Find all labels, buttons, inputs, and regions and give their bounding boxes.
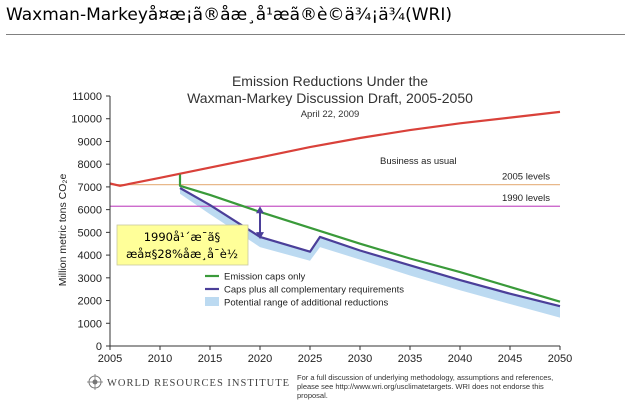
legend-label-emission-caps: Emission caps only bbox=[224, 272, 306, 283]
x-tick-label-2010: 2010 bbox=[148, 353, 172, 365]
y-tick-label-10000: 10000 bbox=[71, 114, 102, 126]
series-line-1 bbox=[178, 174, 561, 303]
footnote-line1: For a full discussion of underlying meth… bbox=[297, 373, 553, 382]
slide-title: Waxman-Markeyå¤æ¡ã®åæ¸å¹æã®è©ä¾¡ä¾(WRI) bbox=[6, 5, 452, 25]
annotation-arrow-head-top bbox=[256, 206, 264, 214]
x-tick-label-2015: 2015 bbox=[198, 353, 222, 365]
series-line-2 bbox=[179, 187, 561, 308]
y-tick-label-3000: 3000 bbox=[78, 273, 102, 285]
y-tick-label-6000: 6000 bbox=[78, 205, 102, 217]
chart-title-line1: Emission Reductions Under the bbox=[232, 73, 428, 89]
y-axis-label: Million metric tons CO₂e bbox=[57, 174, 69, 287]
annotation-callout-box bbox=[116, 224, 249, 266]
reference-label-0: 2005 levels bbox=[502, 172, 550, 183]
y-tick-label-5000: 5000 bbox=[78, 227, 102, 239]
footnote-line2: please see http://www.wri.org/usclimatet… bbox=[297, 382, 544, 391]
x-tick-label-2020: 2020 bbox=[248, 353, 272, 365]
y-tick-label-9000: 9000 bbox=[78, 136, 102, 148]
chart-title-line2: Waxman-Markey Discussion Draft, 2005-205… bbox=[187, 90, 473, 106]
x-tick-label-2040: 2040 bbox=[448, 353, 472, 365]
legend-label-band: Potential range of additional reductions bbox=[224, 298, 389, 309]
y-tick-label-1000: 1000 bbox=[78, 318, 102, 330]
x-tick-label-2005: 2005 bbox=[98, 353, 122, 365]
x-tick-label-2035: 2035 bbox=[398, 353, 422, 365]
y-tick-label-7000: 7000 bbox=[78, 182, 102, 194]
annotation-line1: 1990å¹´æ¯ã§ bbox=[144, 230, 221, 244]
y-tick-label-2000: 2000 bbox=[78, 296, 102, 308]
footnote-line3: proposal. bbox=[297, 391, 328, 400]
y-tick-label-8000: 8000 bbox=[78, 159, 102, 171]
plot-area: 2005 levels 1990 levels Business as usual 2… bbox=[71, 91, 572, 365]
wri-logo-icon bbox=[87, 374, 103, 390]
reference-label-1: 1990 levels bbox=[502, 193, 550, 204]
wri-footer: WORLD RESOURCES INSTITUTE For a full dis… bbox=[87, 373, 553, 400]
y-tick-label-0: 0 bbox=[96, 341, 102, 353]
y-tick-label-4000: 4000 bbox=[78, 250, 102, 262]
annotation-line2: æå¤§28%åæ¸å¯è½ bbox=[126, 247, 238, 261]
x-tick-label-2045: 2045 bbox=[498, 353, 522, 365]
chart-date: April 22, 2009 bbox=[301, 109, 360, 120]
x-tick-label-2050: 2050 bbox=[548, 353, 572, 365]
title-divider bbox=[6, 34, 625, 35]
annotation-arrow-head-bottom bbox=[256, 232, 264, 240]
additional-reductions-band bbox=[180, 188, 560, 318]
series-label-0: Business as usual bbox=[380, 156, 457, 167]
legend-swatch-band bbox=[205, 297, 219, 306]
x-tick-label-2025: 2025 bbox=[298, 353, 322, 365]
y-tick-label-11000: 11000 bbox=[72, 91, 102, 103]
wri-org-name: WORLD RESOURCES INSTITUTE bbox=[107, 378, 290, 389]
series-line-0 bbox=[109, 110, 561, 187]
x-tick-label-2030: 2030 bbox=[348, 353, 372, 365]
legend-label-caps-plus: Caps plus all complementary requirements bbox=[224, 285, 404, 296]
